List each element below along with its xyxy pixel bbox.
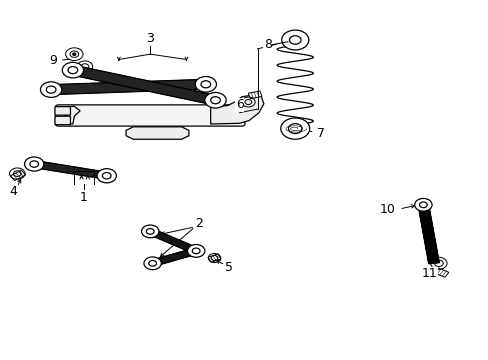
Text: 10: 10 [379,203,394,216]
Text: 6: 6 [235,98,243,111]
Circle shape [141,225,159,238]
Circle shape [187,244,204,257]
Circle shape [70,51,79,57]
Text: 9: 9 [49,54,58,67]
FancyBboxPatch shape [55,116,70,125]
Polygon shape [148,229,198,254]
Polygon shape [207,254,221,262]
Polygon shape [51,79,206,95]
FancyBboxPatch shape [55,105,244,126]
Circle shape [30,161,39,167]
Circle shape [102,172,111,179]
Text: 2: 2 [194,217,202,230]
Text: 7: 7 [316,127,324,140]
Circle shape [57,111,66,117]
Polygon shape [58,106,80,124]
Circle shape [68,67,78,74]
FancyBboxPatch shape [55,107,70,115]
Polygon shape [417,204,438,264]
Circle shape [204,93,225,108]
Text: 5: 5 [224,261,233,274]
Circle shape [57,113,66,120]
Polygon shape [10,170,26,181]
Circle shape [41,82,61,98]
Text: 3: 3 [146,32,154,45]
Circle shape [210,97,220,104]
Circle shape [72,53,76,55]
Circle shape [65,48,83,60]
Circle shape [281,30,308,50]
Circle shape [24,157,44,171]
Text: 8: 8 [263,38,271,51]
Circle shape [148,260,156,266]
Polygon shape [126,127,188,139]
Circle shape [289,36,301,44]
Polygon shape [248,91,262,99]
Text: 4: 4 [9,185,17,198]
Text: 11: 11 [421,267,436,280]
Circle shape [288,123,302,134]
Circle shape [62,62,83,78]
Polygon shape [71,66,217,105]
Polygon shape [33,161,107,179]
Circle shape [201,81,210,88]
Polygon shape [210,95,264,124]
Polygon shape [434,268,448,277]
Circle shape [419,202,427,208]
Circle shape [46,86,56,93]
Circle shape [280,118,309,139]
Circle shape [195,77,216,92]
Circle shape [97,168,116,183]
Circle shape [146,229,154,234]
Text: 1: 1 [80,191,88,204]
Circle shape [143,257,161,270]
Polygon shape [151,248,197,266]
Circle shape [414,198,431,211]
Circle shape [192,248,200,254]
